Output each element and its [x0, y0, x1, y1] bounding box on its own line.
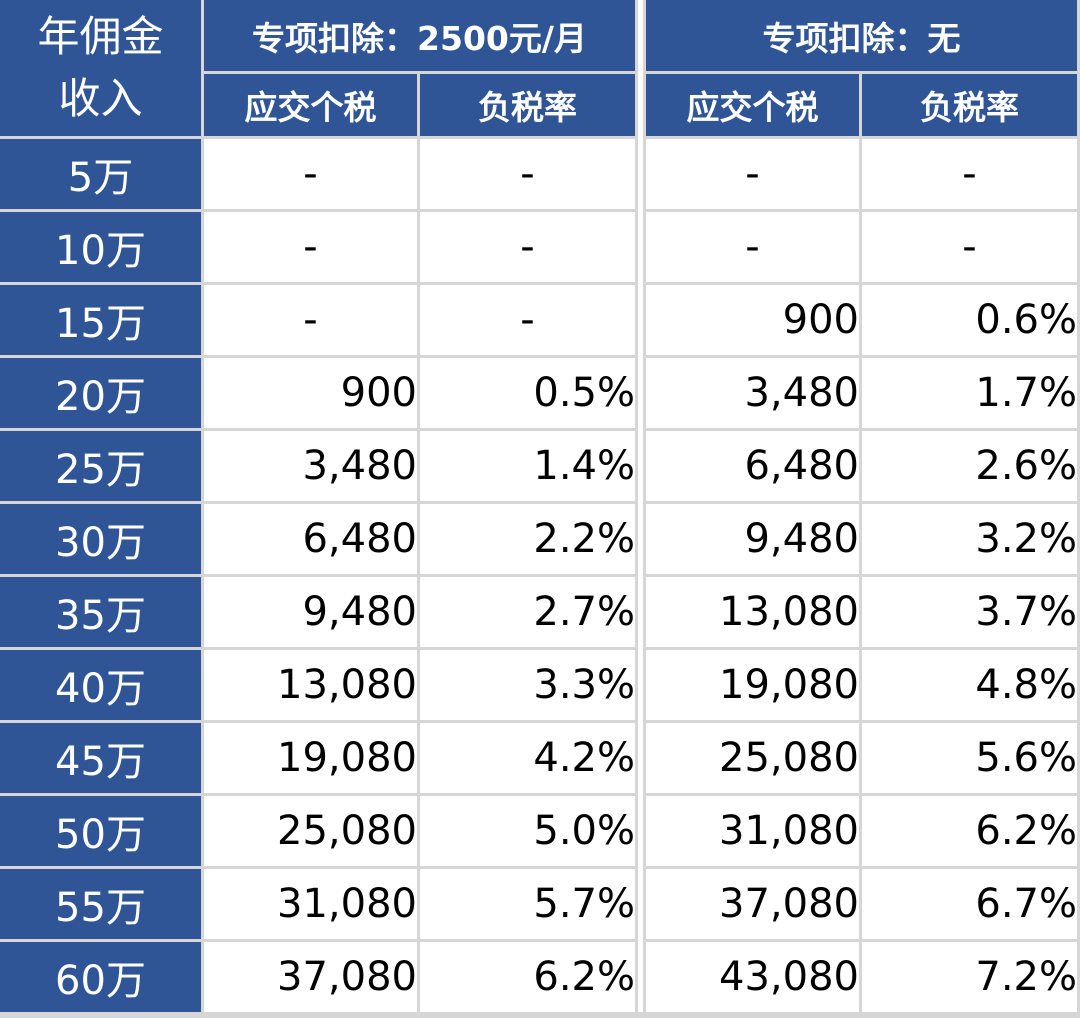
tax-cell-g2: 43,080: [646, 942, 862, 1012]
group-separator: [638, 942, 646, 1012]
rate-cell-g2: 2.6%: [862, 431, 1080, 504]
tax-cell-g2: 9,480: [646, 504, 862, 577]
tax-cell-g1: 900: [204, 358, 420, 431]
rate-cell-g2: 4.8%: [862, 650, 1080, 723]
rate-cell-g2: 1.7%: [862, 358, 1080, 431]
rate-cell-g2: 0.6%: [862, 285, 1080, 358]
group-separator: [638, 212, 646, 285]
table-row: 45万 19,080 4.2% 25,080 5.6%: [0, 723, 1080, 796]
tax-cell-g2: -: [646, 139, 862, 212]
tax-cell-g1: 6,480: [204, 504, 420, 577]
rate-cell-g2: 7.2%: [862, 942, 1080, 1012]
table-row: 35万 9,480 2.7% 13,080 3.7%: [0, 577, 1080, 650]
subheader-rate-g2: 负税率: [862, 74, 1080, 139]
rate-cell-g2: 6.2%: [862, 796, 1080, 869]
corner-label-line-1: 年佣金: [37, 12, 164, 61]
tax-cell-g1: -: [204, 212, 420, 285]
tax-cell-g1: -: [204, 285, 420, 358]
tax-cell-g1: 25,080: [204, 796, 420, 869]
group-separator: [638, 504, 646, 577]
table-row: 20万 900 0.5% 3,480 1.7%: [0, 358, 1080, 431]
income-label: 60万: [0, 942, 204, 1012]
rate-cell-g1: 6.2%: [420, 942, 638, 1012]
rate-cell-g1: -: [420, 285, 638, 358]
group-separator: [638, 139, 646, 212]
table-row: 25万 3,480 1.4% 6,480 2.6%: [0, 431, 1080, 504]
tax-cell-g1: 19,080: [204, 723, 420, 796]
group-separator: [638, 0, 646, 139]
table-row: 5万 - - - -: [0, 139, 1080, 212]
income-label: 20万: [0, 358, 204, 431]
rate-cell-g1: 1.4%: [420, 431, 638, 504]
tax-cell-g2: 3,480: [646, 358, 862, 431]
group-separator: [638, 796, 646, 869]
tax-cell-g2: 37,080: [646, 869, 862, 942]
group-separator: [638, 577, 646, 650]
table-row: 50万 25,080 5.0% 31,080 6.2%: [0, 796, 1080, 869]
tax-cell-g2: 13,080: [646, 577, 862, 650]
tax-cell-g2: 6,480: [646, 431, 862, 504]
tax-cell-g2: 900: [646, 285, 862, 358]
tax-cell-g1: 31,080: [204, 869, 420, 942]
group-separator: [638, 358, 646, 431]
income-label: 15万: [0, 285, 204, 358]
tax-cell-g1: 37,080: [204, 942, 420, 1012]
rate-cell-g1: 0.5%: [420, 358, 638, 431]
group-header-with-deduction: 专项扣除：2500元/月: [204, 0, 638, 74]
rate-cell-g2: 3.7%: [862, 577, 1080, 650]
subheader-rate-g1: 负税率: [420, 74, 638, 139]
income-label: 45万: [0, 723, 204, 796]
income-label: 5万: [0, 139, 204, 212]
tax-cell-g2: -: [646, 212, 862, 285]
rate-cell-g2: -: [862, 212, 1080, 285]
table-row: 40万 13,080 3.3% 19,080 4.8%: [0, 650, 1080, 723]
group-separator: [638, 723, 646, 796]
table-row: 60万 37,080 6.2% 43,080 7.2%: [0, 942, 1080, 1012]
rate-cell-g2: 5.6%: [862, 723, 1080, 796]
subheader-tax-g1: 应交个税: [204, 74, 420, 139]
table-row: 30万 6,480 2.2% 9,480 3.2%: [0, 504, 1080, 577]
table-row: 10万 - - - -: [0, 212, 1080, 285]
corner-label-line-2: 收入: [58, 74, 143, 123]
group-separator: [638, 285, 646, 358]
tax-cell-g1: -: [204, 139, 420, 212]
rate-cell-g1: 3.3%: [420, 650, 638, 723]
tax-cell-g1: 9,480: [204, 577, 420, 650]
rate-cell-g2: 6.7%: [862, 869, 1080, 942]
group-separator: [638, 431, 646, 504]
tax-cell-g2: 31,080: [646, 796, 862, 869]
rate-cell-g1: 5.7%: [420, 869, 638, 942]
income-label: 35万: [0, 577, 204, 650]
income-label: 50万: [0, 796, 204, 869]
tax-cell-g2: 25,080: [646, 723, 862, 796]
rate-cell-g1: 2.7%: [420, 577, 638, 650]
income-label: 10万: [0, 212, 204, 285]
group-separator: [638, 869, 646, 942]
income-label: 25万: [0, 431, 204, 504]
tax-cell-g2: 19,080: [646, 650, 862, 723]
table-row: 15万 - -900 0.6%: [0, 285, 1080, 358]
income-label: 40万: [0, 650, 204, 723]
rate-cell-g1: -: [420, 139, 638, 212]
rate-cell-g1: 4.2%: [420, 723, 638, 796]
rate-cell-g2: -: [862, 139, 1080, 212]
tax-cell-g1: 13,080: [204, 650, 420, 723]
group-header-no-deduction: 专项扣除：无: [646, 0, 1080, 74]
rate-cell-g1: 5.0%: [420, 796, 638, 869]
group-separator: [638, 650, 646, 723]
rate-cell-g2: 3.2%: [862, 504, 1080, 577]
subheader-tax-g2: 应交个税: [646, 74, 862, 139]
table-row: 55万 31,080 5.7% 37,080 6.7%: [0, 869, 1080, 942]
tax-cell-g1: 3,480: [204, 431, 420, 504]
rate-cell-g1: -: [420, 212, 638, 285]
income-label: 55万: [0, 869, 204, 942]
rate-cell-g1: 2.2%: [420, 504, 638, 577]
tax-table-body: 5万 - - - -10万 - - - -15万 - -900 0.6% 20万 900 0.5% 3,480…: [0, 139, 1080, 1012]
corner-header: 年佣金 收入: [0, 0, 204, 139]
income-label: 30万: [0, 504, 204, 577]
